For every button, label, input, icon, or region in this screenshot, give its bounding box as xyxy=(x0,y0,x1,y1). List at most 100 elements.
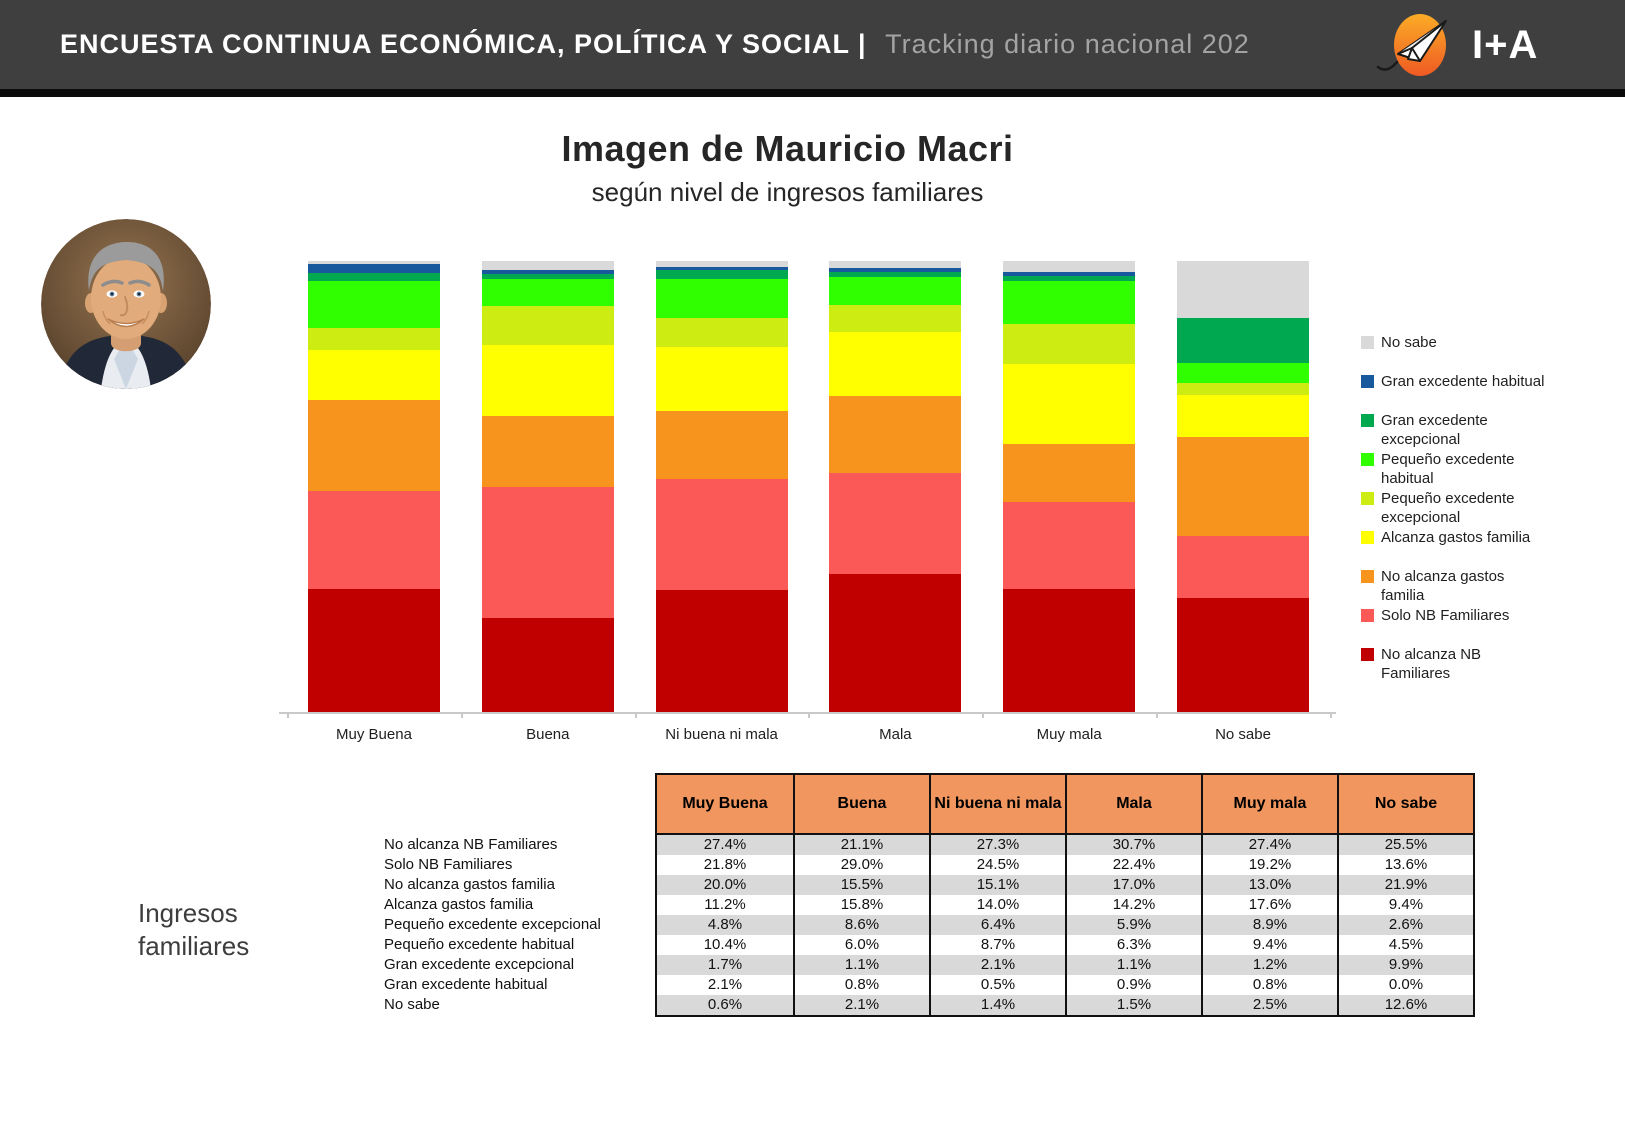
table-cell: 29.0% xyxy=(793,855,929,875)
x-axis-line xyxy=(279,712,1336,714)
table-header-cell: Muy Buena xyxy=(657,775,793,833)
bar-segment xyxy=(1003,261,1136,273)
category-label: Ni buena ni mala xyxy=(665,726,778,743)
table-cell: 5.9% xyxy=(1065,915,1201,935)
table-cell: 0.6% xyxy=(707,996,743,1013)
table-cell: 6.0% xyxy=(793,935,929,955)
table-cell: 4.8% xyxy=(707,916,743,933)
table-cell: 17.6% xyxy=(1201,895,1337,915)
table-row-label: No alcanza NB Familiares xyxy=(384,836,558,853)
legend-label: Pequeño excedente habitual xyxy=(1381,451,1515,487)
legend-label: Gran excedente excepcional xyxy=(1381,412,1488,448)
bar-segment xyxy=(308,280,440,328)
legend-label: No sabe xyxy=(1381,334,1437,351)
legend-swatch xyxy=(1361,375,1374,388)
table-cell: 17.0% xyxy=(1065,875,1201,895)
table-row: 0.6% 2.1% 1.4% 1.5% 2.5% 12.6% xyxy=(657,995,1473,1015)
title-block: Imagen de Mauricio Macri según nivel de … xyxy=(0,128,1575,208)
bar-segment xyxy=(1003,443,1136,503)
bar-segment xyxy=(1177,261,1309,318)
legend-item: Alcanza gastos familia xyxy=(1361,528,1591,567)
legend-label: Solo NB Familiares xyxy=(1381,607,1510,624)
table-cell: 1.5% xyxy=(1065,995,1201,1015)
bar-segment xyxy=(655,410,788,479)
bar-segment xyxy=(655,478,788,590)
table-cell: 20.0% xyxy=(703,876,747,893)
bar-segment xyxy=(481,416,614,487)
bar-segment xyxy=(481,345,614,417)
table-row: 10.4% 6.0% 8.7% 6.3% 9.4% 4.5% xyxy=(657,935,1473,955)
table-cell: 2.1% xyxy=(793,995,929,1015)
bar-segment xyxy=(481,617,614,713)
bar-segment xyxy=(829,305,962,332)
legend-item: Pequeño excedente excepcional xyxy=(1361,489,1591,528)
table-cell: 0.8% xyxy=(793,975,929,995)
table-header-row: Muy Buena Buena Ni buena ni mala Mala Muy ma… xyxy=(657,775,1473,835)
page-title: Imagen de Mauricio Macri xyxy=(561,128,1014,169)
table-cell: 21.8% xyxy=(703,856,747,873)
table-cell: 13.0% xyxy=(1201,875,1337,895)
table-row-label: Alcanza gastos familia xyxy=(384,896,534,913)
table-cell: 21.9% xyxy=(1337,875,1473,895)
table-cell: 13.6% xyxy=(1337,855,1473,875)
bar-segment xyxy=(308,589,440,713)
bar-segment xyxy=(829,267,962,272)
table-cell: 15.8% xyxy=(793,895,929,915)
bar-segment xyxy=(308,261,440,264)
table-row-labels: No alcanza NB Familiares Solo NB Familiar… xyxy=(384,835,601,1015)
page-subtitle: según nivel de ingresos familiares xyxy=(591,177,984,207)
data-table: Muy Buena Buena Ni buena ni mala Mala Muy ma… xyxy=(655,773,1475,1017)
table-cell: 8.7% xyxy=(929,935,1065,955)
brand-text: I+A xyxy=(1472,22,1539,67)
table-row: 20.0% 15.5% 15.1% 17.0% 13.0% 21.9% xyxy=(657,875,1473,895)
bar-segment xyxy=(829,276,962,306)
table-cell: 2.1% xyxy=(929,955,1065,975)
bar-segment xyxy=(481,274,614,280)
table-cell: 0.0% xyxy=(1337,975,1473,995)
table-cell: 8.9% xyxy=(1201,915,1337,935)
legend-swatch xyxy=(1361,414,1374,427)
bar-segment xyxy=(1003,272,1136,276)
table-cell: 19.2% xyxy=(1201,855,1337,875)
bar-segment xyxy=(655,279,788,319)
table-row: 1.7% 1.1% 2.1% 1.1% 1.2% 9.9% xyxy=(657,955,1473,975)
table-cell: 4.5% xyxy=(1337,935,1473,955)
category-label: Muy mala xyxy=(1036,726,1102,743)
table-cell: 22.4% xyxy=(1065,855,1201,875)
axis-tick xyxy=(460,712,463,718)
table-cell: 1.2% xyxy=(1201,955,1337,975)
bar-segment xyxy=(481,261,614,271)
table-cell: 6.3% xyxy=(1065,935,1201,955)
table-row: 4.8% 8.6% 6.4% 5.9% 8.9% 2.6% xyxy=(657,915,1473,935)
table-cell: 6.4% xyxy=(929,915,1065,935)
axis-tick xyxy=(1156,712,1158,718)
bar-segment xyxy=(829,271,962,277)
bar-segment xyxy=(1003,589,1136,713)
table-cell: 27.4% xyxy=(1201,835,1337,855)
legend-item: Gran excedente habitual xyxy=(1361,372,1591,411)
bar-segment xyxy=(1003,281,1136,324)
table-cell: 9.9% xyxy=(1337,955,1473,975)
header-title: ENCUESTA CONTINUA ECONÓMICA, POLÍTICA Y … xyxy=(60,0,1250,89)
table-cell: 14.0% xyxy=(929,895,1065,915)
category-label: No sabe xyxy=(1215,726,1271,743)
table-cell: 10.4% xyxy=(703,936,747,953)
legend-swatch xyxy=(1361,648,1374,661)
table-cell: 1.7% xyxy=(707,956,743,973)
table-header-cell: Muy mala xyxy=(1201,775,1337,833)
header-bar: ENCUESTA CONTINUA ECONÓMICA, POLÍTICA Y … xyxy=(0,0,1625,89)
header-divider xyxy=(0,89,1625,97)
legend-item: No alcanza gastos familia xyxy=(1361,567,1591,606)
legend-item: Solo NB Familiares xyxy=(1361,606,1591,645)
bar-segment xyxy=(655,589,788,713)
table-cell: 2.5% xyxy=(1201,995,1337,1015)
header-title-bold: ENCUESTA CONTINUA ECONÓMICA, POLÍTICA Y … xyxy=(60,29,867,59)
table-cell: 27.4% xyxy=(703,836,747,853)
table-row-label: Gran excedente habitual xyxy=(384,976,548,993)
legend-swatch xyxy=(1361,453,1374,466)
table-cell: 1.1% xyxy=(793,955,929,975)
bar-segment xyxy=(655,347,788,411)
table-cell: 0.5% xyxy=(929,975,1065,995)
legend-item: Gran excedente excepcional xyxy=(1361,411,1591,450)
bar-segment xyxy=(1177,394,1309,438)
